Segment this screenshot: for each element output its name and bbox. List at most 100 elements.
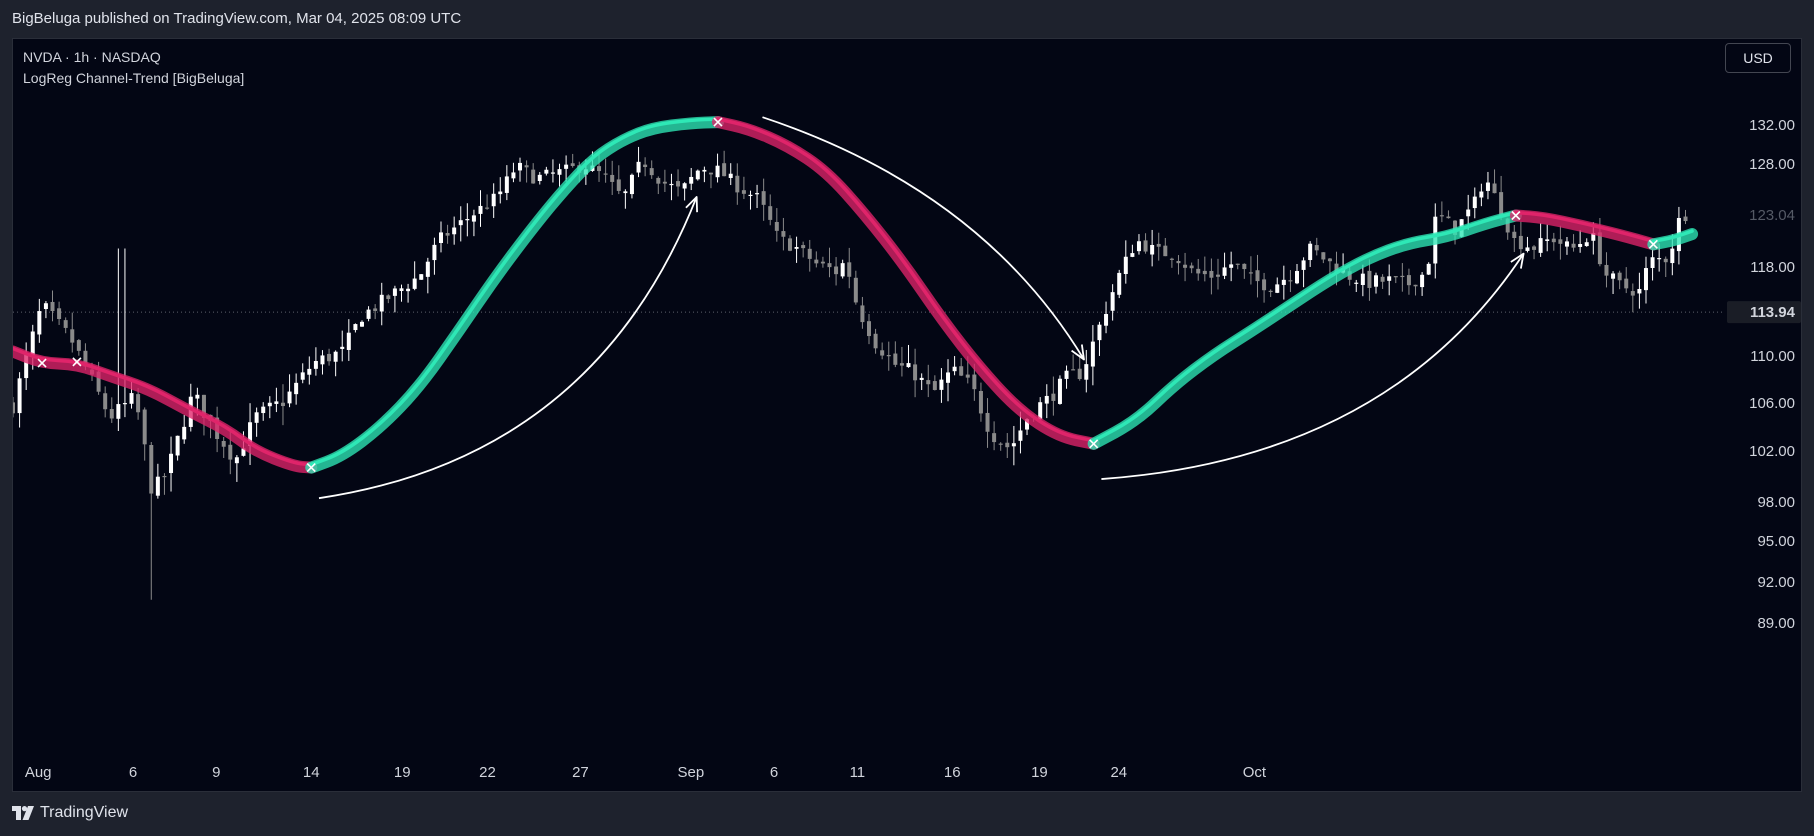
published-info: BigBeluga published on TradingView.com, … <box>12 10 462 27</box>
candle <box>1123 240 1128 284</box>
indicator-name[interactable]: LogReg Channel-Trend [BigBeluga] <box>23 70 245 86</box>
trend-reversal-x-icon <box>306 463 316 473</box>
candle <box>1387 264 1392 296</box>
trend-reversal-x-icon <box>1511 210 1521 221</box>
candle <box>1499 175 1504 221</box>
time-tick-label: Oct <box>1243 764 1267 781</box>
candle <box>603 158 608 183</box>
candle <box>491 183 496 218</box>
candle <box>1209 258 1214 295</box>
candle <box>748 190 753 210</box>
candle <box>1354 279 1359 292</box>
candle <box>1143 233 1148 254</box>
brand-name: TradingView <box>40 804 129 821</box>
candle <box>116 248 121 431</box>
candle <box>919 373 924 391</box>
candle <box>1558 225 1563 260</box>
candle <box>1374 272 1379 294</box>
tradingview-brand[interactable]: TradingView <box>12 804 128 822</box>
annotation-arrow <box>762 116 1085 361</box>
candle <box>50 290 55 322</box>
price-tick-label: 132.00 <box>1749 117 1795 134</box>
candle <box>17 372 22 428</box>
candle <box>755 184 760 208</box>
candle <box>518 157 523 182</box>
candle <box>715 153 720 183</box>
candle <box>234 455 239 482</box>
candle <box>1104 301 1109 334</box>
candle <box>1400 263 1405 292</box>
candle <box>676 169 681 197</box>
candle <box>1604 252 1609 288</box>
candle <box>985 398 990 448</box>
candle <box>946 359 951 402</box>
annotation-arrow <box>1101 252 1525 480</box>
candle <box>248 403 253 465</box>
symbol-info[interactable]: NVDA · 1h · NASDAQ <box>23 49 161 65</box>
candle <box>498 177 503 204</box>
price-tick-label: 92.00 <box>1757 574 1795 591</box>
publish-header: BigBeluga published on TradingView.com, … <box>0 0 1814 38</box>
candle <box>267 396 272 419</box>
candle <box>1308 241 1313 267</box>
candle <box>1090 325 1095 386</box>
candle <box>847 247 852 289</box>
candle <box>432 237 437 275</box>
time-tick-label: 11 <box>850 764 866 781</box>
time-tick-label: 9 <box>212 764 220 781</box>
candle <box>899 346 904 377</box>
candle <box>544 166 549 176</box>
price-axis[interactable]: 132.00 128.00 123.04 118.00 113.94 110.00 106.… <box>1725 39 1802 792</box>
candle <box>1202 256 1207 282</box>
candle <box>471 209 476 237</box>
candle <box>1163 237 1168 257</box>
candle <box>853 270 858 305</box>
candle <box>359 320 364 327</box>
candle <box>1564 236 1569 255</box>
bearish-channel-segment <box>1509 209 1660 251</box>
trend-reversal-x-icon <box>37 358 47 368</box>
candle <box>1117 269 1122 299</box>
candle <box>1479 183 1484 207</box>
candle <box>1077 354 1082 381</box>
candle <box>1071 354 1076 371</box>
candle <box>13 396 15 418</box>
candle <box>109 397 114 423</box>
candle <box>1617 270 1622 290</box>
candle <box>1380 274 1385 289</box>
candle <box>820 256 825 268</box>
time-tick-label: 27 <box>572 764 589 781</box>
price-chart[interactable]: 132.00 128.00 123.04 118.00 113.94 110.00 106.… <box>13 39 1802 792</box>
candle <box>307 356 312 385</box>
candle <box>274 387 279 413</box>
candles <box>13 146 1688 600</box>
time-axis[interactable]: Aug 6 9 14 19 22 27 Sep 6 11 16 19 24 Oct <box>25 764 1267 781</box>
candle <box>649 160 654 179</box>
trend-channel <box>13 116 1699 474</box>
currency-button[interactable]: USD <box>1725 43 1791 73</box>
candle <box>636 146 641 178</box>
candle <box>1314 237 1319 256</box>
candle <box>689 167 694 191</box>
candle <box>741 176 746 200</box>
candle <box>1215 258 1220 290</box>
candle <box>366 306 371 322</box>
price-tick-label: 106.00 <box>1749 395 1795 412</box>
candle <box>1420 272 1425 296</box>
candle <box>1538 223 1543 257</box>
candle <box>1525 236 1530 253</box>
last-price-badge <box>1727 301 1801 324</box>
candle <box>926 364 931 398</box>
candle <box>1196 258 1201 281</box>
candle <box>669 173 674 201</box>
candle <box>840 259 845 279</box>
annotation-arrows <box>318 116 1525 500</box>
candle <box>550 159 555 183</box>
candle <box>1571 234 1576 252</box>
candle <box>373 304 378 320</box>
candle <box>57 301 62 325</box>
time-tick-label: 6 <box>770 764 778 781</box>
candle <box>801 241 806 258</box>
chart-panel[interactable]: 132.00 128.00 123.04 118.00 113.94 110.00 106.… <box>12 38 1802 792</box>
candle <box>1229 251 1234 282</box>
